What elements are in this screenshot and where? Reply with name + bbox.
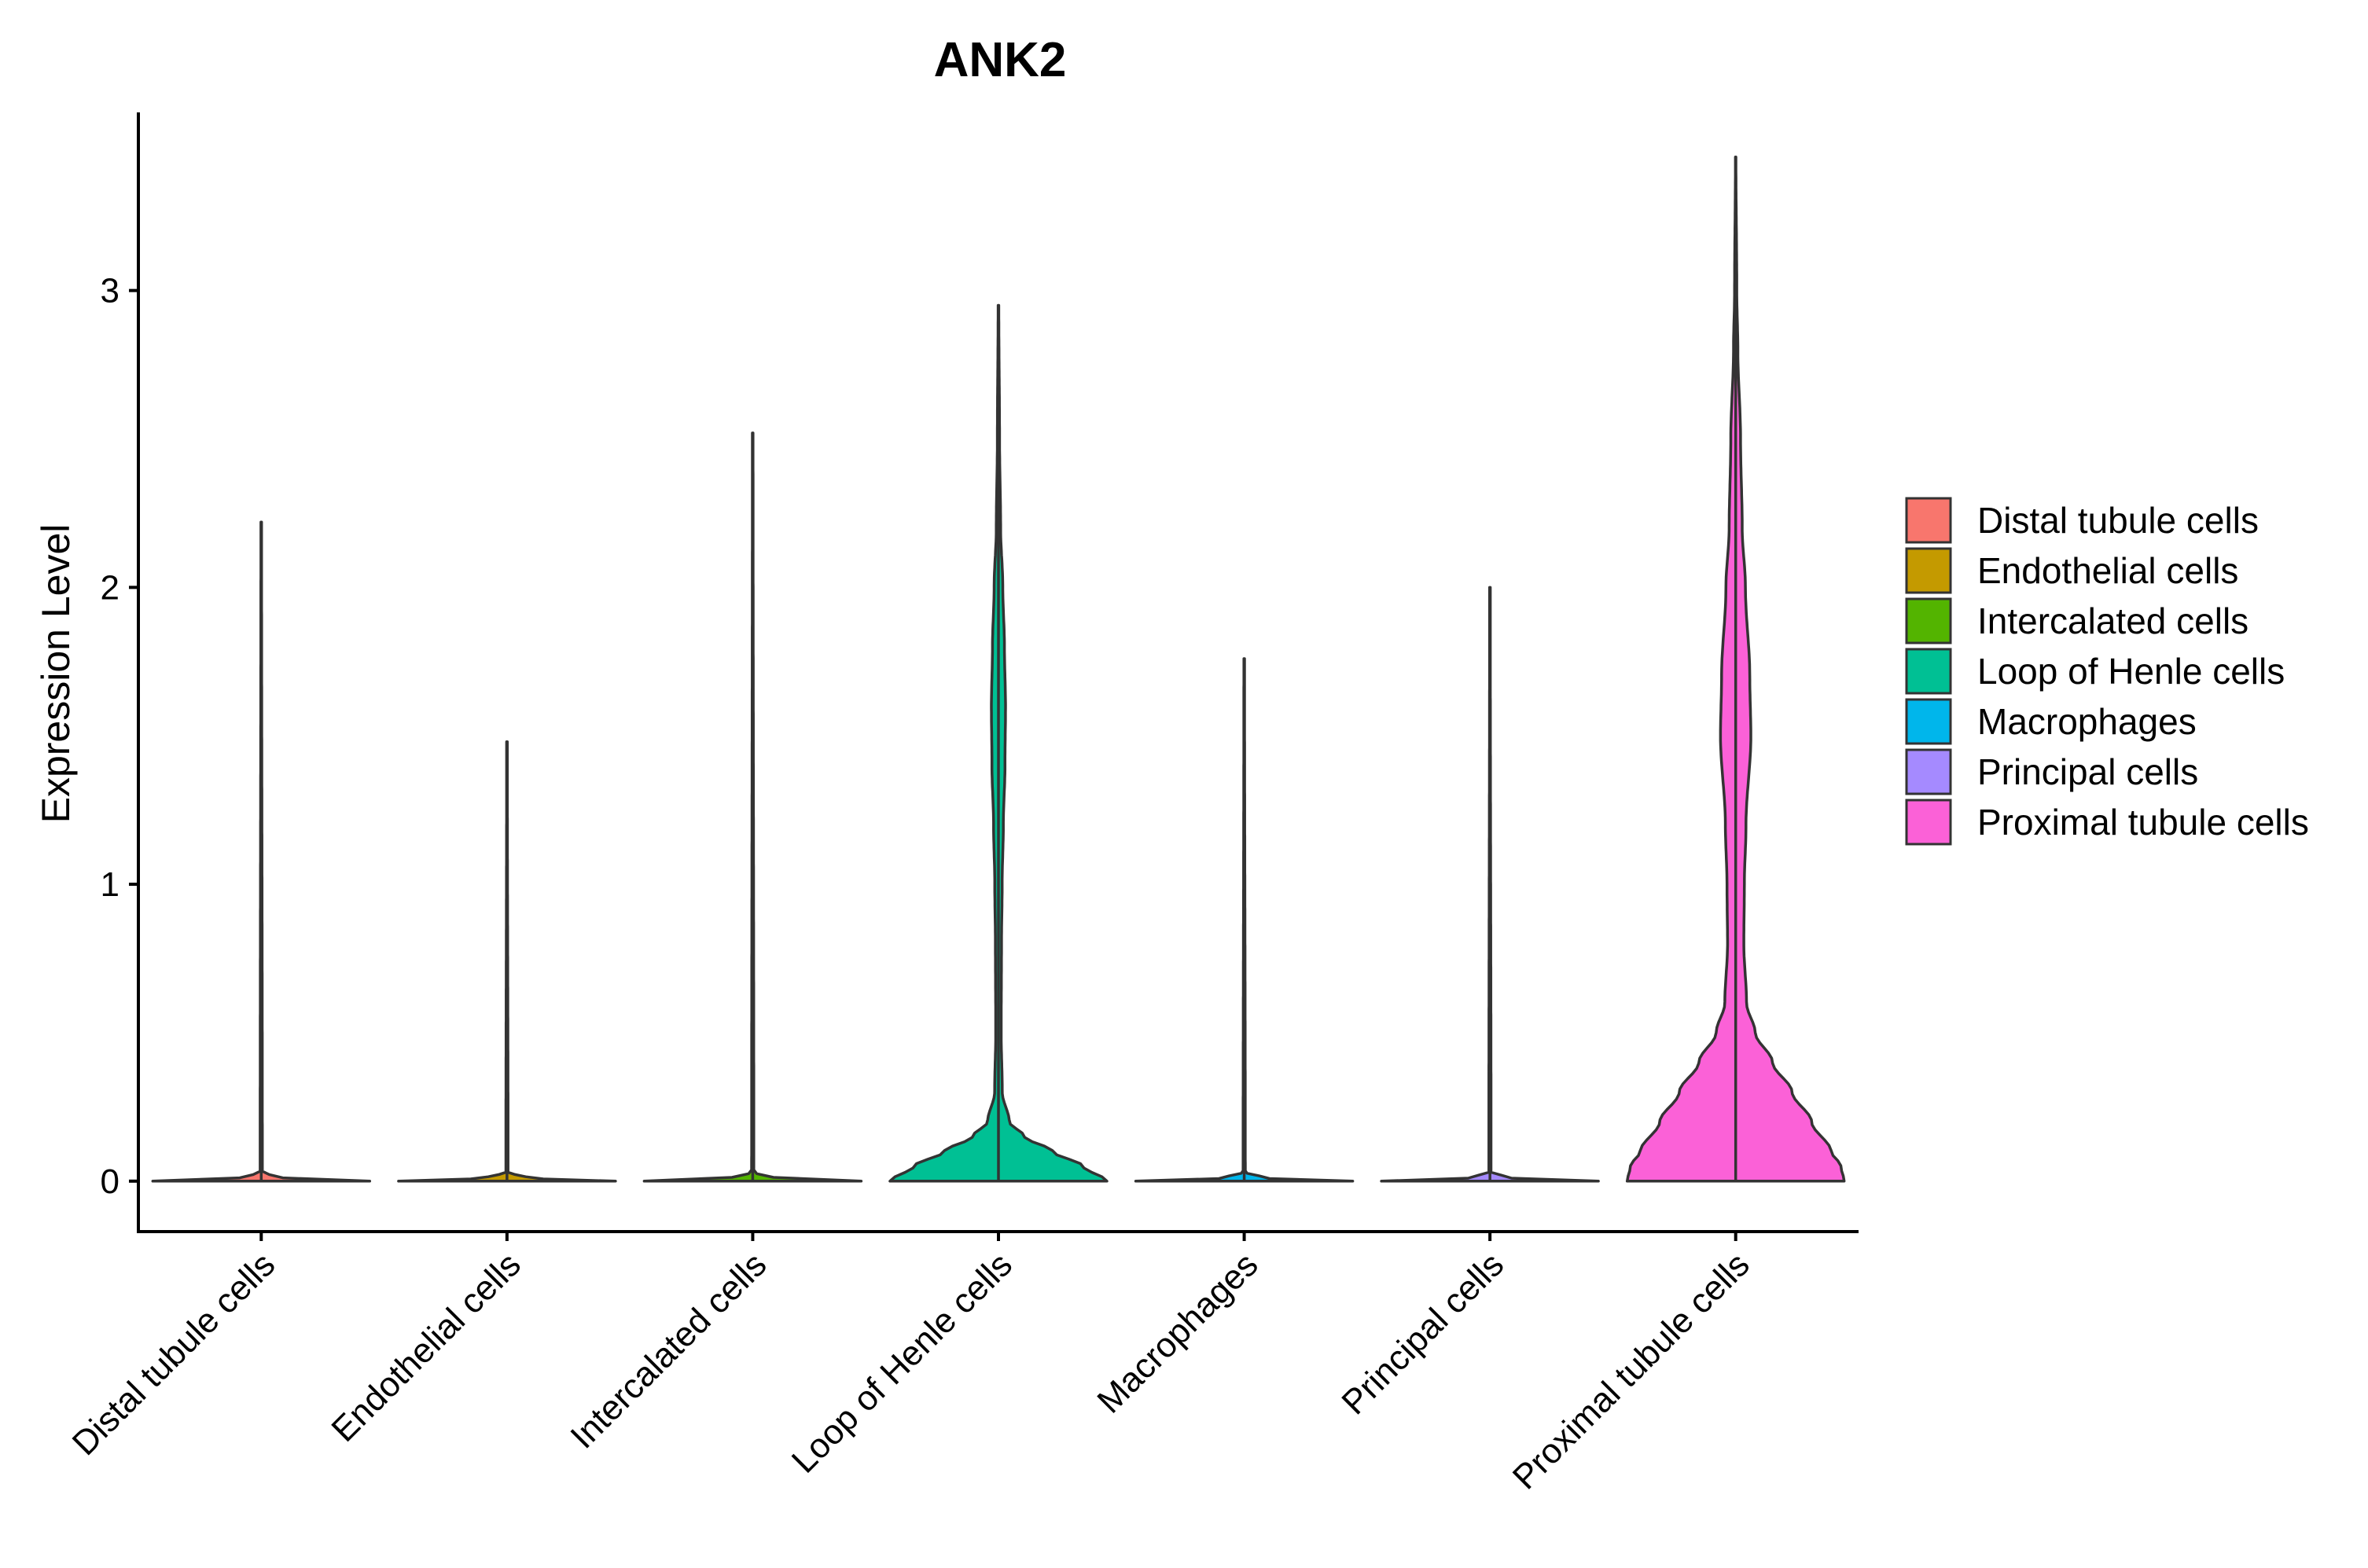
x-tick-label: Proximal tubule cells <box>1506 1245 1757 1496</box>
legend: Distal tubule cells Endothelial cells Inte… <box>1905 497 2309 846</box>
chart-title: ANK2 <box>934 33 1067 87</box>
legend-key-endothelial-cells <box>1905 547 1952 594</box>
legend-key-distal-tubule-cells <box>1905 497 1952 544</box>
x-tick-label: Loop of Henle cells <box>785 1245 1020 1480</box>
violins-layer <box>151 155 1846 1183</box>
x-tick-label: Endothelial cells <box>324 1245 528 1449</box>
x-tick-label: Macrophages <box>1090 1245 1265 1420</box>
legend-label: Intercalated cells <box>1977 600 2248 641</box>
y-axis-ticks: 0 1 2 3 <box>101 272 138 1201</box>
legend-label: Proximal tubule cells <box>1977 802 2309 843</box>
x-axis-ticks: Distal tubule cells Endothelial cells Inte… <box>65 1232 1757 1496</box>
legend-label: Distal tubule cells <box>1977 500 2259 541</box>
legend-label: Loop of Henle cells <box>1977 651 2285 692</box>
x-tick-label: Principal cells <box>1334 1245 1511 1422</box>
x-tick-label: Intercalated cells <box>563 1245 774 1456</box>
y-axis-label: Expression Level <box>34 524 78 824</box>
y-tick-label: 2 <box>101 568 120 607</box>
y-tick-label: 3 <box>101 272 120 310</box>
x-tick-label: Distal tubule cells <box>65 1245 283 1463</box>
legend-label: Macrophages <box>1977 701 2197 742</box>
legend-key-principal-cells <box>1905 748 1952 795</box>
legend-label: Endothelial cells <box>1977 550 2238 591</box>
legend-key-loop-of-henle-cells <box>1905 648 1952 695</box>
y-tick-label: 0 <box>101 1162 120 1201</box>
legend-label: Principal cells <box>1977 751 2198 792</box>
legend-key-proximal-tubule-cells <box>1905 799 1952 846</box>
legend-key-intercalated-cells <box>1905 597 1952 644</box>
y-tick-label: 1 <box>101 865 120 904</box>
legend-key-macrophages <box>1905 698 1952 745</box>
